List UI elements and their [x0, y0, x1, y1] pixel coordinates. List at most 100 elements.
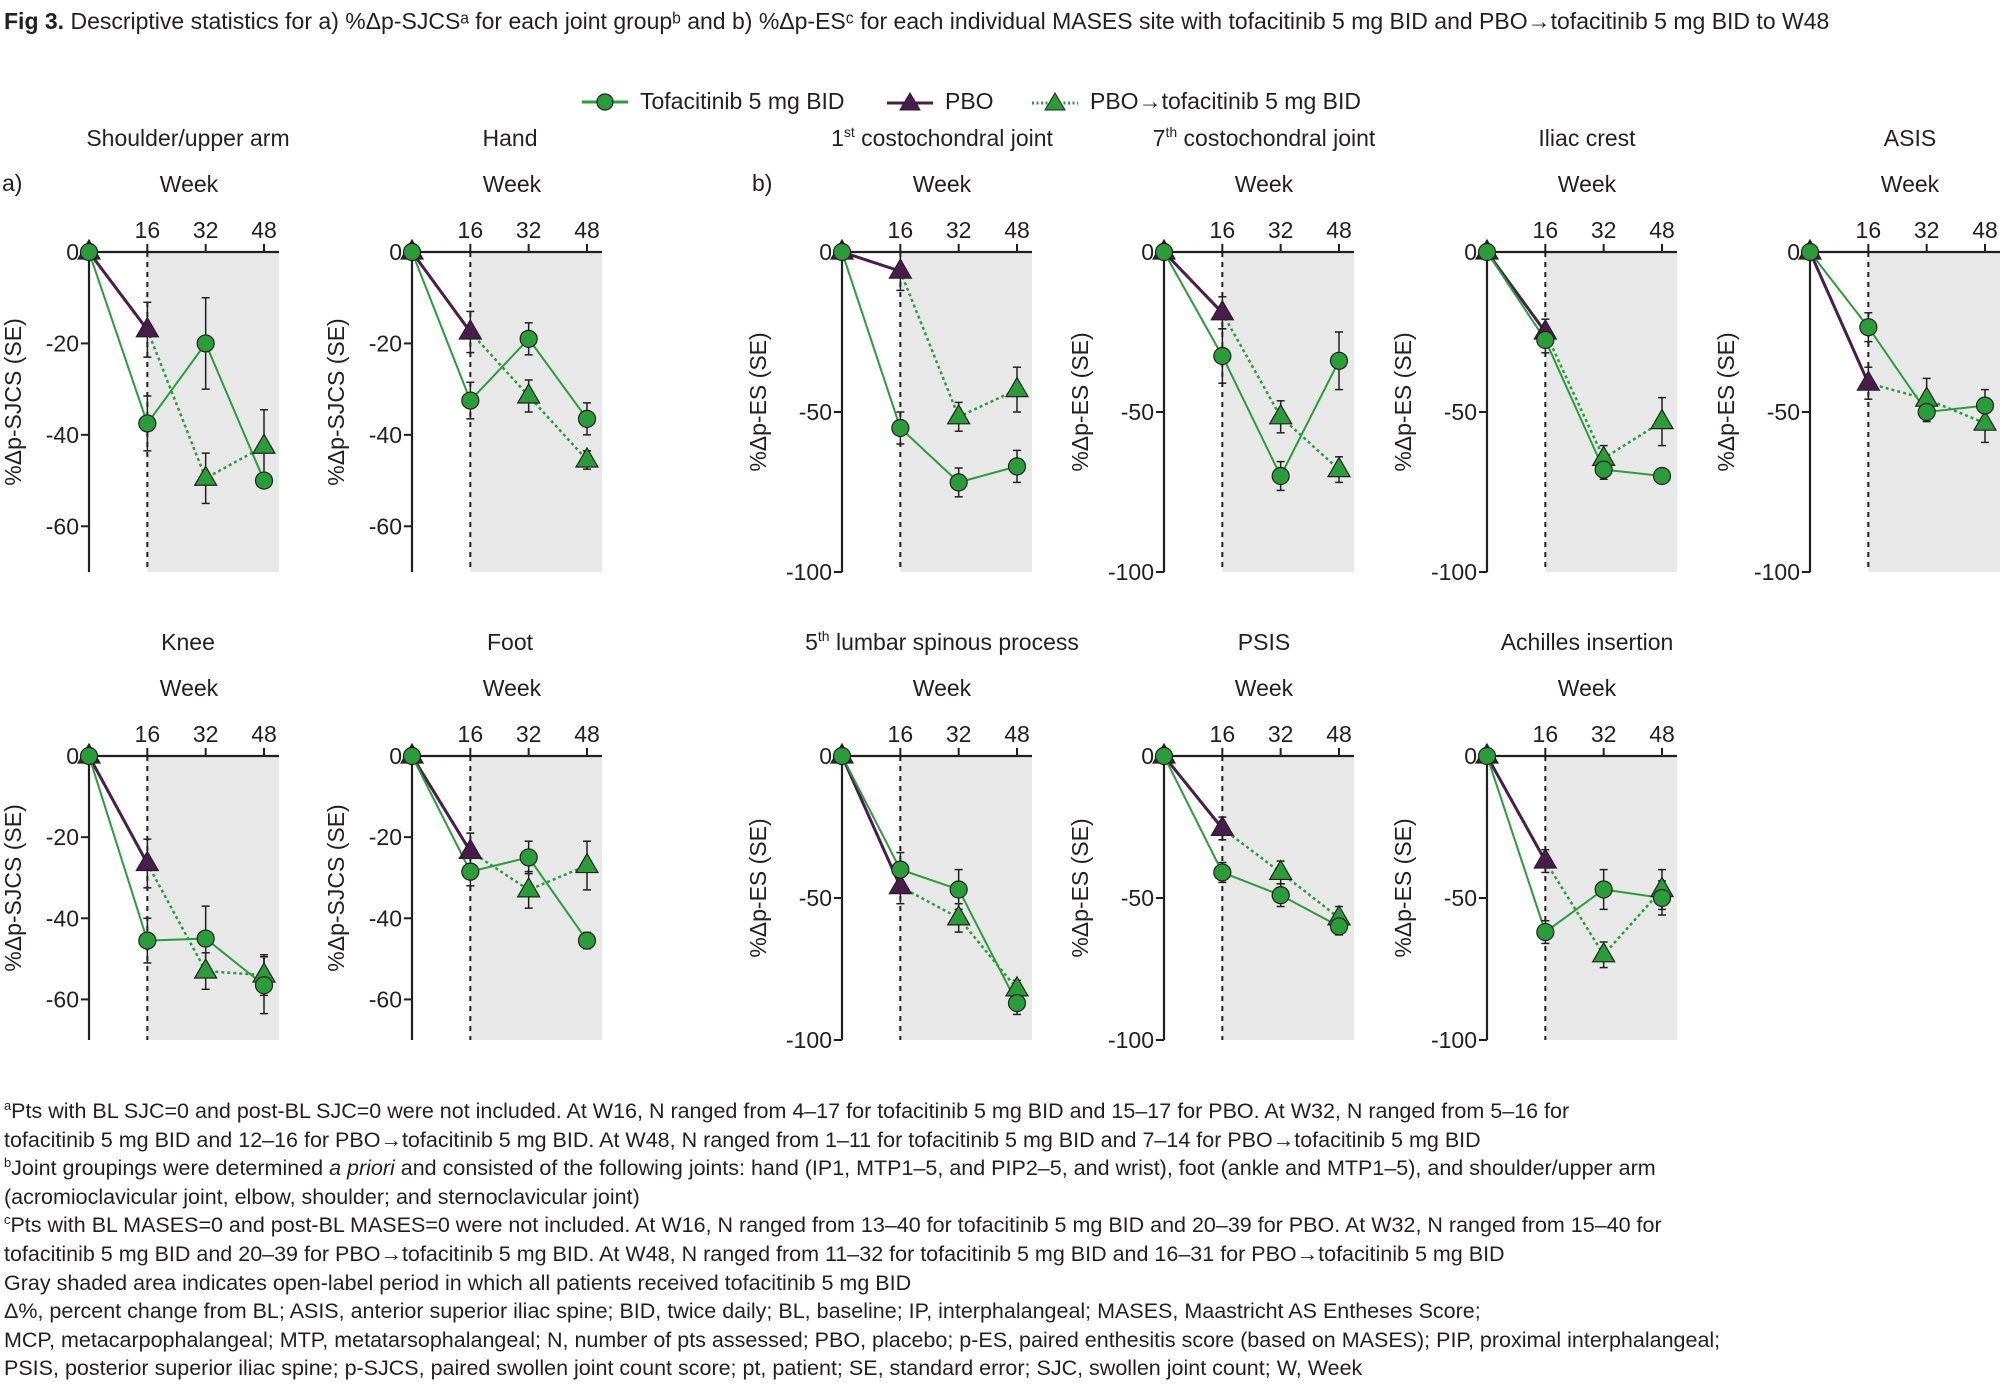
legend-triangle-dotted-marker-icon — [1032, 91, 1078, 110]
data-point-tofacitinib — [1329, 917, 1349, 936]
y-axis-label: %Δp-ES (SE) — [1713, 332, 1739, 471]
data-point-pbo-tofacitinib — [946, 904, 971, 926]
legend-label: PBO→tofacitinib 5 mg BID — [1090, 88, 1361, 114]
x-tick-label: 32 — [516, 217, 542, 243]
x-tick-label: 16 — [1210, 217, 1236, 243]
y-tick-label: 0 — [66, 239, 79, 265]
y-tick-label: -100 — [786, 559, 832, 585]
y-tick-label: -50 — [1121, 885, 1154, 911]
y-tick-label: -40 — [369, 905, 402, 931]
data-point-tofacitinib — [949, 880, 968, 899]
series-line-pbo — [1162, 250, 1224, 314]
series-line-pbo — [87, 251, 149, 331]
series-line-tofacitinib — [1163, 755, 1340, 928]
data-point-tofacitinib — [1007, 993, 1027, 1013]
x-tick-label: 48 — [1326, 217, 1352, 243]
y-tick-label: 0 — [1464, 239, 1477, 265]
data-point-tofacitinib — [1213, 346, 1232, 366]
y-tick-label: 0 — [1141, 743, 1154, 769]
x-tick-label: 32 — [193, 217, 219, 243]
x-axis-label: Week — [1235, 171, 1294, 197]
series-line-tofacitinib — [1486, 251, 1663, 477]
y-tick-label: 0 — [819, 743, 832, 769]
x-tick-label: 48 — [251, 217, 277, 243]
x-axis-label: Week — [160, 171, 219, 197]
data-point-pbo — [135, 316, 160, 338]
data-point-tofacitinib — [1154, 746, 1174, 766]
open-label-shade — [900, 252, 1032, 572]
data-point-tofacitinib — [254, 976, 274, 995]
series-line-pbo — [1485, 755, 1547, 862]
chart-panel: ASIS Week 16 32 48 0 -50 -100 %Δp-ES (SE) — [1713, 125, 2000, 585]
legend-item-tofacitinib: Tofacitinib 5 mg BID — [580, 88, 845, 115]
x-tick-label: 16 — [458, 217, 484, 243]
x-tick-label: 48 — [251, 721, 277, 747]
y-tick-label: 0 — [389, 239, 402, 265]
x-axis-label: Week — [1558, 171, 1617, 197]
section-label-b: b) — [752, 170, 773, 196]
open-label-shade — [1222, 252, 1354, 572]
y-axis-label: %Δp-SJCS (SE) — [323, 318, 349, 485]
series-line-tofacitinib — [88, 251, 265, 481]
data-point-pbo-tofacitinib — [193, 465, 218, 486]
data-point-pbo — [1210, 299, 1235, 321]
data-point-tofacitinib — [949, 473, 968, 492]
data-point-tofacitinib — [1536, 330, 1555, 350]
y-tick-label: -100 — [1431, 1027, 1477, 1053]
data-point-tofacitinib — [519, 848, 538, 867]
chart-title: Hand — [483, 125, 538, 151]
x-axis-label: Week — [160, 675, 219, 701]
footnote-b-cont: (acromioclavicular joint, elbow, shoulde… — [4, 1184, 640, 1209]
x-tick-label: 48 — [574, 217, 600, 243]
series-line-tofacitinib — [841, 755, 1018, 1004]
title-superscript: th — [1165, 124, 1177, 140]
x-tick-label: 48 — [1972, 217, 1998, 243]
footnote-c-cont: tofacitinib 5 mg BID and 20–39 for PBO→t… — [4, 1241, 1505, 1266]
x-tick-label: 16 — [888, 721, 914, 747]
chart-panel: Foot Week 16 32 48 0 -20 -40 -60 %Δp-SJCS (SE) — [323, 629, 602, 1040]
x-tick-label: 32 — [1591, 721, 1617, 747]
data-point-tofacitinib — [1271, 466, 1290, 486]
data-point-pbo-tofacitinib — [946, 403, 971, 425]
y-tick-label: 0 — [1141, 239, 1154, 265]
x-axis-label: Week — [1558, 675, 1617, 701]
series-line-tofacitinib — [1163, 251, 1340, 479]
data-point-tofacitinib — [1594, 460, 1613, 479]
y-tick-label: -100 — [1108, 1027, 1154, 1053]
x-tick-label: 16 — [1856, 217, 1882, 243]
series-line-tofacitinib — [411, 755, 588, 942]
y-axis-label: %Δp-ES (SE) — [1390, 332, 1416, 471]
data-point-tofacitinib — [79, 746, 99, 766]
data-point-tofacitinib — [1007, 457, 1027, 476]
data-point-tofacitinib — [79, 242, 99, 262]
x-tick-label: 32 — [1268, 721, 1294, 747]
figure-caption: Descriptive statistics for a) %Δp-SJCSᵃ … — [64, 8, 1830, 34]
data-point-pbo-tofacitinib — [1268, 859, 1293, 881]
x-tick-label: 16 — [135, 217, 161, 243]
x-tick-label: 16 — [1210, 721, 1236, 747]
data-point-tofacitinib — [891, 860, 910, 879]
data-point-pbo-tofacitinib — [1649, 408, 1675, 430]
open-label-shade — [147, 756, 279, 1040]
data-point-tofacitinib — [1800, 242, 1820, 262]
data-point-tofacitinib — [138, 931, 157, 950]
y-tick-label: -60 — [369, 513, 402, 539]
x-tick-label: 32 — [1914, 217, 1940, 243]
y-tick-label: -100 — [786, 1027, 832, 1053]
series-line-tofacitinib — [1486, 755, 1663, 934]
chart-title: ASIS — [1884, 125, 1936, 151]
x-tick-label: 48 — [1649, 721, 1675, 747]
chart-panel: PSIS Week 16 32 48 0 -50 -100 %Δp-ES (SE) — [1067, 629, 1354, 1053]
x-tick-label: 32 — [1591, 217, 1617, 243]
data-point-pbo — [458, 838, 483, 859]
chart-title: Foot — [487, 629, 534, 655]
y-tick-label: -60 — [369, 986, 402, 1012]
data-point-pbo-tofacitinib — [574, 852, 600, 874]
y-axis-label: %Δp-ES (SE) — [1067, 818, 1093, 957]
data-point-tofacitinib — [1917, 402, 1936, 422]
chart-title: Knee — [161, 629, 215, 655]
y-tick-label: -50 — [799, 399, 832, 425]
series-line-pbo — [841, 250, 901, 273]
x-tick-label: 16 — [1533, 217, 1559, 243]
x-tick-label: 16 — [458, 721, 484, 747]
